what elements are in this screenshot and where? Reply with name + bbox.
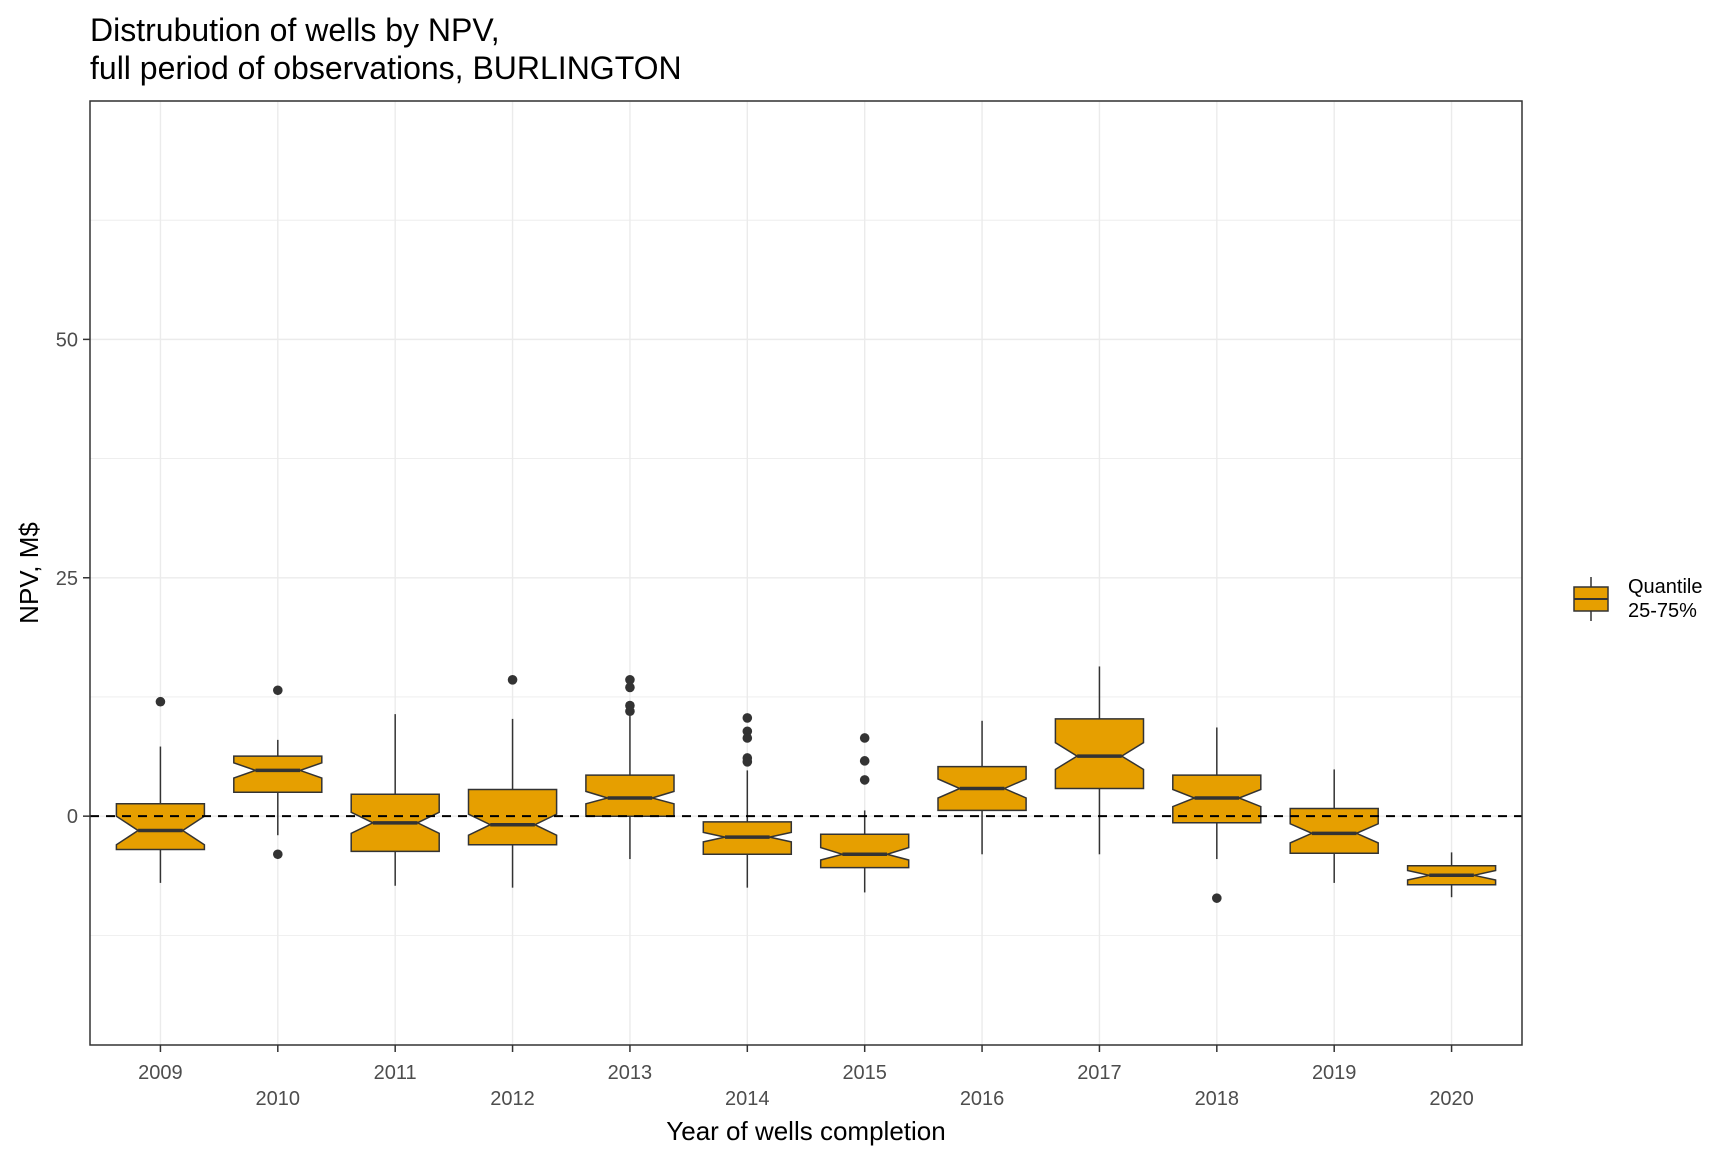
box-2015 [819, 733, 910, 893]
outlier-point [625, 674, 635, 685]
notched-box [233, 755, 323, 794]
x-tick-label: 2011 [374, 1062, 417, 1084]
chart-title-line-1: Distrubution of wells by NPV, [90, 12, 500, 48]
outlier-point [507, 674, 518, 685]
axes: 0 25 50 2009 2010 2011 2012 2013 2014 2015 2016 201… [56, 329, 1474, 1110]
outlier-point [859, 733, 870, 743]
outlier-point [155, 696, 166, 707]
box-2014 [702, 713, 793, 888]
x-tick-label: 2018 [1195, 1088, 1240, 1110]
y-tick-label: 0 [67, 806, 78, 828]
y-tick-label: 50 [56, 329, 78, 351]
outlier-point [742, 757, 753, 767]
outlier-point [742, 726, 753, 737]
box-2019 [1289, 769, 1379, 883]
box-2011 [350, 714, 440, 886]
y-tick-label: 25 [56, 568, 78, 590]
outlier-point [273, 849, 283, 860]
outlier-point [742, 713, 753, 723]
boxes-layer [115, 666, 1497, 903]
box-2017 [1054, 666, 1145, 855]
chart-title-line-2: full period of observations, BURLINGTON [90, 50, 682, 86]
x-tick-label: 2019 [1312, 1062, 1357, 1084]
outlier-point [273, 685, 283, 696]
outlier-point [625, 682, 635, 693]
x-tick-label: 2009 [138, 1062, 183, 1084]
panel-border [89, 100, 1523, 1046]
x-tick-label: 2016 [960, 1088, 1005, 1110]
outlier-point [1212, 893, 1222, 903]
outlier-point [859, 756, 870, 766]
grid-lines [90, 100, 1522, 1045]
box-2016 [937, 720, 1027, 855]
outlier-point [859, 775, 870, 785]
x-axis-title: Year of wells completion [666, 1116, 945, 1146]
y-axis-title: NPV, M$ [14, 522, 44, 624]
legend-label: 25-75% [1628, 600, 1697, 622]
x-tick-label: 2012 [490, 1088, 535, 1110]
x-tick-label: 2014 [725, 1088, 770, 1110]
legend-label: Quantile [1628, 576, 1703, 598]
notched-box [585, 774, 675, 817]
notched-box [115, 803, 206, 851]
x-tick-label: 2015 [842, 1062, 887, 1084]
box-2010 [233, 685, 323, 860]
box-2018 [1172, 727, 1262, 903]
x-tick-label: 2010 [256, 1088, 301, 1110]
notched-box [1289, 807, 1379, 855]
x-tick-label: 2020 [1429, 1088, 1474, 1110]
x-tick-label: 2013 [608, 1062, 653, 1084]
box-2020 [1406, 852, 1497, 898]
notched-box [1054, 718, 1145, 790]
x-tick-label: 2017 [1077, 1062, 1122, 1084]
outlier-point [625, 706, 635, 717]
notched-box [819, 833, 910, 869]
outlier-point [742, 733, 753, 743]
box-2013 [585, 674, 675, 860]
